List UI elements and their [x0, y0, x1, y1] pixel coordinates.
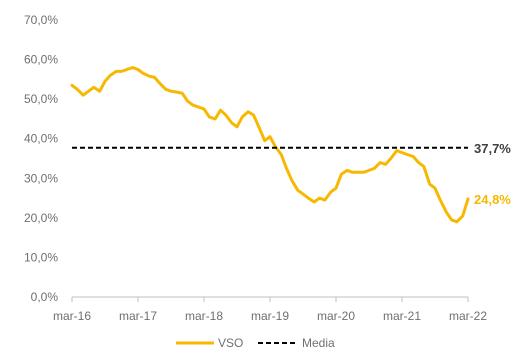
end-label-media: 37,7% [474, 141, 511, 156]
series-layer [70, 66, 470, 224]
x-tick-label: mar-21 [383, 309, 421, 323]
x-axis: mar-16 mar-17 mar-18 mar-19 mar-20 mar-21 mar-… [53, 296, 487, 323]
y-tick-label: 40,0% [24, 132, 58, 146]
x-tick-label: mar-22 [449, 309, 487, 323]
x-tick-label: mar-17 [119, 309, 157, 323]
y-tick-label: 0,0% [31, 290, 59, 304]
x-tick-label: mar-20 [317, 309, 355, 323]
x-tick-label: mar-18 [185, 309, 223, 323]
y-axis-ticks: 0,0% 10,0% 20,0% 30,0% 40,0% 50,0% 60,0% 70,0% [24, 13, 58, 304]
legend-label-media: Media [302, 336, 335, 350]
legend: VSO Media [176, 336, 335, 350]
y-tick-label: 30,0% [24, 171, 58, 185]
legend-label-vso: VSO [218, 336, 243, 350]
x-tick-label: mar-16 [53, 309, 91, 323]
y-tick-label: 50,0% [24, 92, 58, 106]
x-tick-label: mar-19 [251, 309, 289, 323]
y-tick-label: 70,0% [24, 13, 58, 27]
y-tick-label: 10,0% [24, 250, 58, 264]
y-tick-label: 60,0% [24, 53, 58, 67]
end-labels: 24,8% 37,7% [474, 141, 511, 207]
y-tick-label: 20,0% [24, 211, 58, 225]
series-line-vso [70, 66, 470, 224]
end-label-vso: 24,8% [474, 192, 511, 207]
